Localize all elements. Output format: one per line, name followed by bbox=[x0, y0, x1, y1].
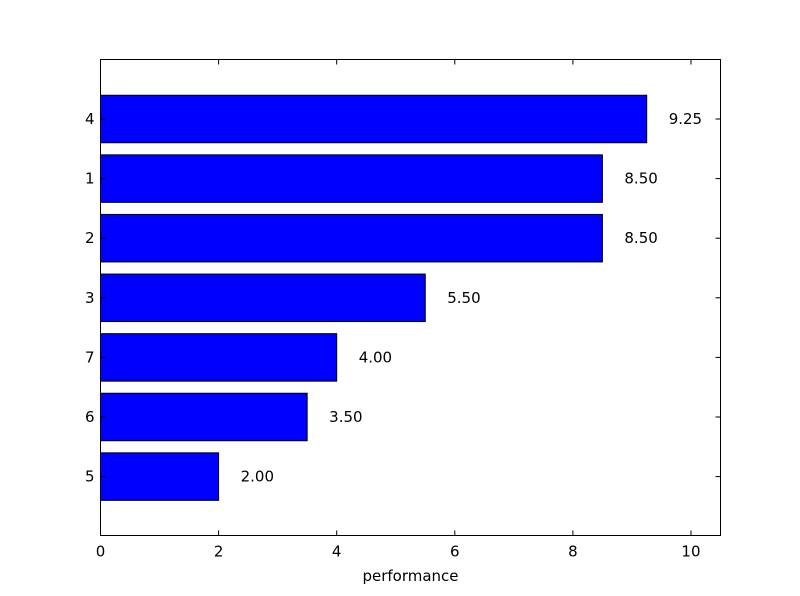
data-labels-layer: 9.25 8.50 8.50 5.50 4.00 3.50 2.00 bbox=[241, 110, 703, 486]
bar bbox=[100, 273, 426, 323]
y-tick-label: 4 bbox=[85, 110, 95, 128]
bar-value-label: 3.50 bbox=[329, 408, 362, 426]
bar-value-label: 8.50 bbox=[624, 229, 657, 247]
bar-value-label: 4.00 bbox=[359, 348, 392, 366]
y-tick-label: 1 bbox=[85, 170, 95, 188]
y-tick-label: 7 bbox=[85, 348, 95, 366]
x-tick-label: 10 bbox=[681, 543, 700, 561]
bar-value-label: 9.25 bbox=[669, 110, 702, 128]
plot-frame bbox=[100, 59, 721, 536]
bar bbox=[100, 333, 338, 382]
bars-layer bbox=[100, 94, 648, 501]
bar bbox=[100, 392, 308, 442]
y-tick-label: 2 bbox=[85, 229, 95, 247]
x-tick-label: 8 bbox=[568, 543, 578, 561]
y-tick-label: 3 bbox=[85, 289, 95, 307]
bar bbox=[100, 94, 648, 144]
x-tick-label: 0 bbox=[96, 543, 106, 561]
bar-value-label: 8.50 bbox=[624, 170, 657, 188]
x-tick-label: 2 bbox=[214, 543, 224, 561]
bar bbox=[100, 154, 603, 203]
bar-value-label: 2.00 bbox=[241, 468, 274, 486]
bar bbox=[100, 452, 220, 501]
x-tick-label: 4 bbox=[332, 543, 342, 561]
y-tick-label: 6 bbox=[85, 408, 95, 426]
x-axis-ticks: 0 2 4 6 8 10 bbox=[96, 59, 701, 561]
x-tick-label: 6 bbox=[450, 543, 460, 561]
x-axis-label: performance bbox=[362, 567, 458, 585]
y-tick-label: 5 bbox=[85, 468, 95, 486]
y-axis-ticks: 4 1 2 3 7 6 5 bbox=[85, 110, 721, 486]
bar-value-label: 5.50 bbox=[447, 289, 480, 307]
bar bbox=[100, 213, 603, 263]
